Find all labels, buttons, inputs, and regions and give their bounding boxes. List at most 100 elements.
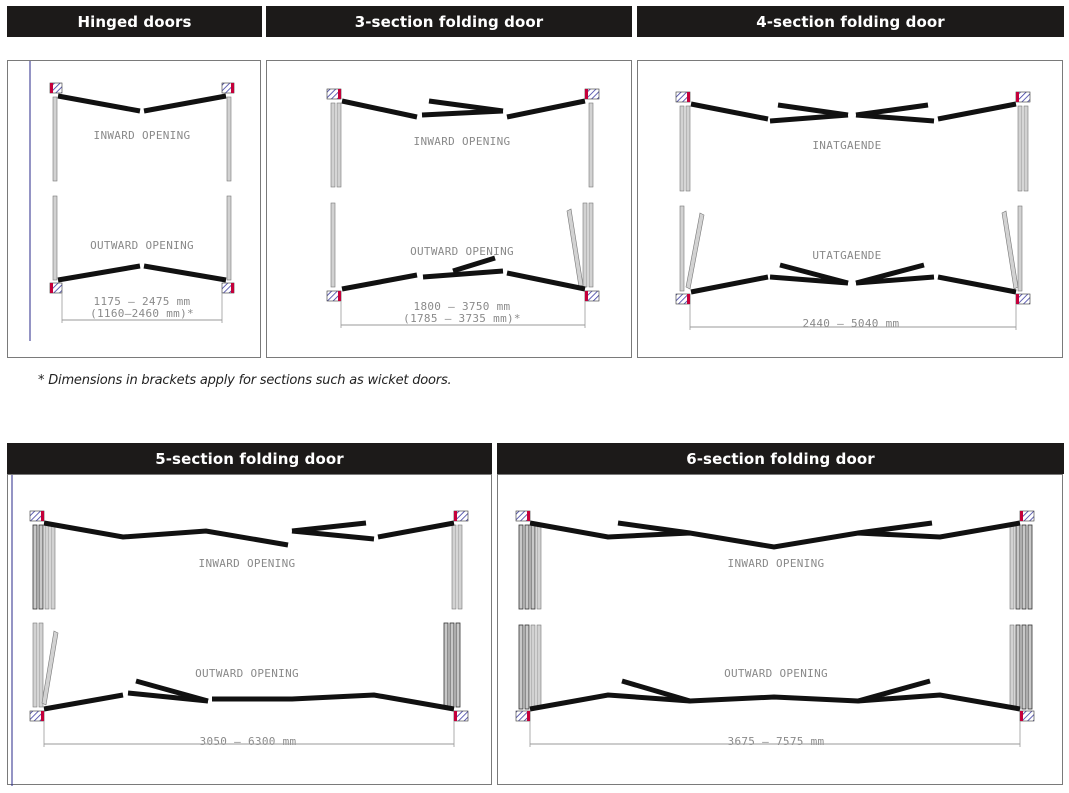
wall-block: [1015, 91, 1031, 103]
dimension-label: 1175 – 2475 mm: [94, 295, 191, 308]
folded-section: [518, 624, 524, 710]
folded-section: [566, 208, 584, 288]
outward-opening-label: UTATGAENDE: [812, 249, 881, 262]
folded-section: [1017, 205, 1023, 292]
folded-section: [1023, 105, 1029, 192]
dimension-alt-label: (1785 – 3735 mm)*: [403, 312, 521, 325]
footnote: * Dimensions in brackets apply for secti…: [38, 373, 452, 388]
dimension-label: 2440 – 5040 mm: [803, 317, 900, 330]
inward-opening-label: INWARD OPENING: [94, 129, 191, 142]
closed-section: [291, 520, 367, 534]
folded-section: [38, 524, 44, 610]
folded-section: [588, 202, 594, 288]
closed-door-leaf: [57, 93, 141, 114]
folded-section: [1021, 624, 1027, 710]
3-section-diagram: INWARD OPENING OUTWARD OPENING 1800 – 37…: [326, 88, 600, 328]
folded-section: [50, 524, 56, 610]
folded-section: [44, 524, 50, 610]
header-5-section: 5-section folding door: [7, 443, 492, 474]
closed-section: [43, 520, 289, 548]
closed-section: [422, 268, 504, 280]
folded-section: [451, 524, 457, 610]
folded-section: [588, 102, 594, 188]
open-door-leaf: [52, 195, 58, 281]
wall-block: [29, 710, 45, 722]
folded-section: [536, 624, 542, 710]
folded-section: [330, 102, 336, 188]
open-door-leaf: [52, 96, 58, 182]
folded-section: [530, 624, 536, 710]
folded-section: [1027, 624, 1033, 710]
closed-section: [855, 262, 925, 286]
header-4-section: 4-section folding door: [637, 6, 1064, 37]
folded-section: [443, 622, 449, 708]
closed-section: [621, 678, 691, 704]
folded-section: [32, 622, 38, 708]
panel-hinged-doors: INWARD OPENING OUTWARD OPENING 1175 – 24…: [7, 60, 261, 358]
closed-door-leaf: [143, 263, 227, 283]
folded-section: [330, 202, 336, 288]
closed-section: [855, 112, 935, 124]
folded-section: [679, 205, 685, 292]
inward-opening-label: INWARD OPENING: [199, 557, 296, 570]
folded-section: [1027, 524, 1033, 610]
closed-section: [617, 520, 691, 536]
folded-section: [536, 524, 542, 610]
closed-section: [135, 678, 209, 704]
folded-section: [336, 102, 342, 188]
outward-opening-label: OUTWARD OPENING: [724, 667, 828, 680]
closed-section: [291, 528, 375, 542]
folded-section: [1017, 105, 1023, 192]
outward-opening-label: OUTWARD OPENING: [195, 667, 299, 680]
folded-section: [524, 624, 530, 710]
closed-section: [777, 102, 849, 118]
folded-section: [685, 212, 705, 290]
panel-3-section: INWARD OPENING OUTWARD OPENING 1800 – 37…: [266, 60, 632, 358]
dimension-label: 3675 – 7575 mm: [728, 735, 825, 748]
wall-block: [584, 88, 600, 100]
inward-opening-label: INWARD OPENING: [728, 557, 825, 570]
wall-block: [1019, 510, 1035, 522]
folded-section: [1009, 624, 1015, 710]
wall-block: [49, 82, 63, 94]
wall-block: [326, 88, 342, 100]
inward-opening-label: INWARD OPENING: [414, 135, 511, 148]
closed-section: [377, 520, 455, 540]
folded-section: [457, 524, 463, 610]
closed-section: [341, 98, 418, 120]
header-hinged-doors: Hinged doors: [7, 6, 262, 37]
closed-section: [690, 274, 769, 295]
folded-section: [679, 105, 685, 192]
header-6-section: 6-section folding door: [497, 443, 1064, 474]
wall-block: [453, 710, 469, 722]
closed-door-leaf: [143, 93, 227, 114]
wall-block: [29, 510, 45, 522]
wall-block: [1019, 710, 1035, 722]
closed-section: [855, 102, 929, 118]
6-section-diagram: INWARD OPENING OUTWARD OPENING 3675 – 75…: [515, 510, 1035, 748]
closed-section: [341, 272, 418, 292]
inward-opening-label: INATGAENDE: [812, 139, 881, 152]
folded-section: [41, 630, 59, 706]
dimension-alt-label: (1160–2460 mm)*: [90, 307, 194, 320]
panel-6-section: INWARD OPENING OUTWARD OPENING 3675 – 75…: [497, 474, 1063, 785]
closed-section: [857, 678, 931, 704]
folded-section: [455, 622, 461, 708]
4-section-diagram: INATGAENDE UTATGAENDE 2440 – 5040 mm: [675, 91, 1031, 330]
folded-section: [1021, 524, 1027, 610]
folded-section: [530, 524, 536, 610]
wall-block: [221, 82, 235, 94]
wall-block: [453, 510, 469, 522]
dimension-label: 1800 – 3750 mm: [414, 300, 511, 313]
closed-section: [452, 255, 496, 274]
closed-section: [769, 112, 849, 124]
outward-opening-label: OUTWARD OPENING: [410, 245, 514, 258]
panel-4-section: INATGAENDE UTATGAENDE 2440 – 5040 mm: [637, 60, 1063, 358]
outward-opening-label: OUTWARD OPENING: [90, 239, 194, 252]
closed-section: [43, 692, 124, 712]
wall-block: [1015, 293, 1031, 305]
wall-block: [584, 290, 600, 302]
folded-section: [32, 524, 38, 610]
closed-section: [690, 101, 769, 122]
hinged-doors-diagram: INWARD OPENING OUTWARD OPENING 1175 – 24…: [29, 61, 235, 341]
